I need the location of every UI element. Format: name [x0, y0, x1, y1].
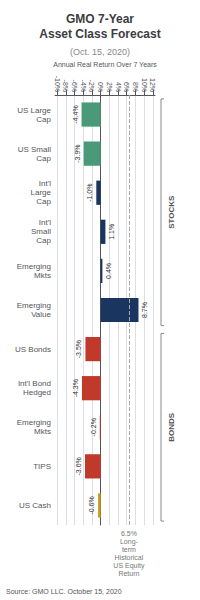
svg-text:Source: GMO LLC. October 15, 2: Source: GMO LLC. October 15, 2020: [6, 588, 122, 595]
svg-text:Long-: Long-: [120, 538, 139, 546]
svg-text:-6%: -6%: [71, 80, 78, 92]
svg-text:10%: 10%: [141, 78, 148, 92]
svg-text:(Oct. 15, 2020): (Oct. 15, 2020): [70, 47, 130, 57]
svg-text:0%: 0%: [97, 82, 104, 92]
svg-text:US Cash: US Cash: [19, 501, 51, 510]
svg-text:US Large: US Large: [17, 106, 51, 115]
svg-text:-3.9%: -3.9%: [74, 144, 81, 162]
svg-text:-0.2%: -0.2%: [90, 418, 97, 436]
svg-text:-2%: -2%: [88, 80, 95, 92]
svg-text:Cap: Cap: [36, 154, 51, 163]
svg-text:-3.6%: -3.6%: [75, 457, 82, 475]
svg-text:2%: 2%: [106, 82, 113, 92]
svg-text:Annual Real Return Over 7 Year: Annual Real Return Over 7 Years: [53, 61, 157, 68]
svg-text:Asset Class Forecast: Asset Class Forecast: [39, 27, 160, 41]
svg-text:US Equity: US Equity: [113, 562, 145, 570]
svg-text:term: term: [122, 546, 136, 553]
svg-text:0.4%: 0.4%: [105, 263, 112, 279]
svg-text:US Bonds: US Bonds: [15, 345, 51, 354]
svg-text:-0.6%: -0.6%: [88, 496, 95, 514]
svg-text:Cap: Cap: [36, 197, 51, 206]
svg-text:-1.0%: -1.0%: [86, 184, 93, 202]
svg-text:12%: 12%: [149, 78, 156, 92]
svg-text:Emerging: Emerging: [17, 262, 51, 271]
svg-text:Value: Value: [31, 310, 51, 319]
svg-text:-8%: -8%: [62, 80, 69, 92]
svg-text:1.1%: 1.1%: [108, 224, 115, 240]
svg-text:6%: 6%: [123, 82, 130, 92]
svg-text:Large: Large: [31, 188, 52, 197]
svg-text:8%: 8%: [132, 82, 139, 92]
svg-text:Cap: Cap: [36, 115, 51, 124]
svg-text:Cap: Cap: [36, 236, 51, 245]
svg-text:TIPS: TIPS: [33, 462, 51, 471]
svg-text:-4%: -4%: [80, 80, 87, 92]
svg-text:Small: Small: [31, 227, 51, 236]
svg-text:BONDS: BONDS: [167, 412, 176, 442]
svg-text:6.5%: 6.5%: [121, 530, 137, 537]
svg-text:Emerging: Emerging: [17, 301, 51, 310]
svg-text:-10%: -10%: [54, 76, 61, 92]
svg-text:Int'l: Int'l: [39, 179, 51, 188]
svg-text:Mkts: Mkts: [34, 271, 51, 280]
svg-text:-3.5%: -3.5%: [75, 340, 82, 358]
svg-text:Int'l: Int'l: [39, 218, 51, 227]
svg-text:STOCKS: STOCKS: [167, 195, 176, 229]
svg-text:Hedged: Hedged: [23, 388, 51, 397]
svg-text:Int'l Bond: Int'l Bond: [18, 379, 51, 388]
svg-text:8.7%: 8.7%: [141, 302, 148, 318]
svg-text:-4.3%: -4.3%: [72, 379, 79, 397]
svg-text:Emerging: Emerging: [17, 418, 51, 427]
svg-text:Return: Return: [118, 570, 139, 577]
svg-text:4%: 4%: [115, 82, 122, 92]
svg-text:Mkts: Mkts: [34, 427, 51, 436]
svg-text:-4.4%: -4.4%: [72, 105, 79, 123]
svg-text:GMO 7-Year: GMO 7-Year: [66, 12, 134, 26]
svg-text:US Small: US Small: [18, 145, 52, 154]
svg-text:Historical: Historical: [115, 554, 144, 561]
